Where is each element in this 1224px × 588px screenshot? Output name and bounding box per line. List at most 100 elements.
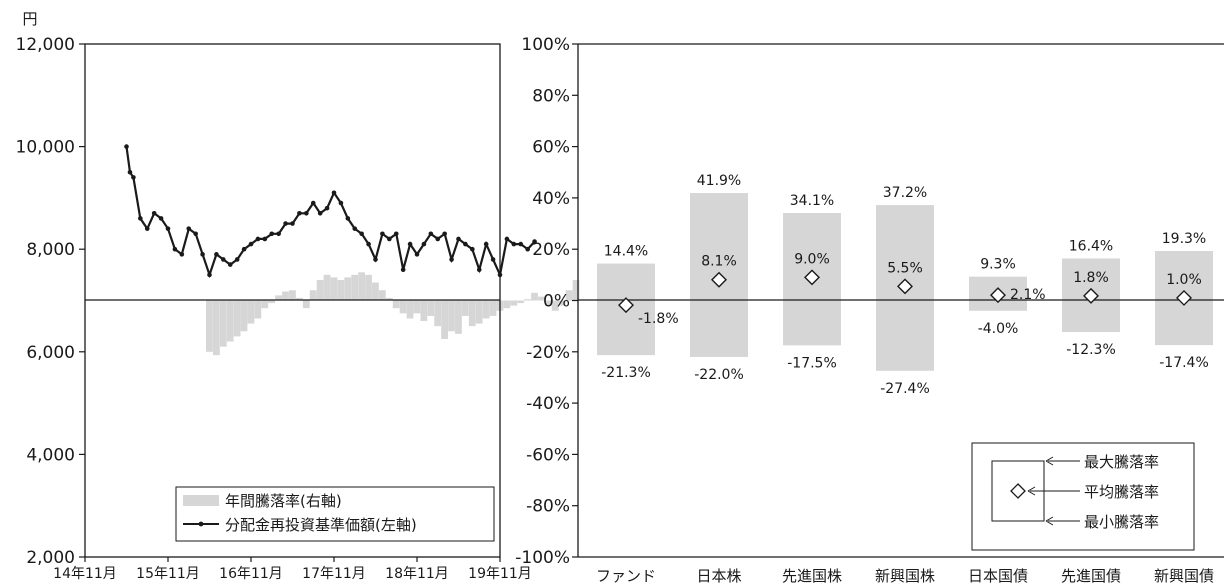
nav-point	[470, 246, 475, 252]
max-label: 41.9%	[697, 173, 741, 189]
nav-point	[352, 226, 358, 231]
left-unit-label: 円	[22, 10, 37, 28]
category-label: 新興国債	[1154, 567, 1214, 585]
nav-point	[476, 267, 482, 273]
nav-point	[504, 236, 510, 242]
nav-point	[151, 210, 157, 216]
nav-point	[414, 252, 420, 257]
left-x-tick-label: 14年11月	[53, 566, 117, 582]
return-bar	[551, 300, 559, 311]
return-bar	[282, 291, 289, 301]
left-y-axis: 12,000 10,000 8,000 6,000 4,000 2,000	[16, 35, 85, 568]
return-bar	[219, 300, 227, 347]
nav-point	[186, 226, 192, 231]
return-bar	[413, 300, 421, 314]
min-label: -22.0%	[694, 367, 744, 383]
return-bar	[427, 300, 435, 316]
nav-point	[393, 231, 399, 237]
legend-line-marker	[198, 521, 204, 527]
nav-point	[387, 236, 392, 242]
return-bar	[510, 300, 518, 306]
nav-point	[158, 216, 164, 221]
nav-point	[518, 241, 524, 247]
legend-max-arrowhead	[1045, 456, 1054, 466]
nav-point	[138, 216, 143, 221]
avg-diamond-icon	[804, 269, 820, 286]
avg-label: 5.5%	[887, 260, 923, 276]
min-label: -27.4%	[880, 381, 930, 397]
min-label: -21.3%	[601, 365, 651, 381]
return-bar	[448, 300, 455, 332]
avg-label: 8.1%	[701, 254, 737, 270]
right-y-tick-label: 80%	[532, 86, 570, 106]
avg-markers	[618, 269, 1192, 314]
return-bar	[316, 279, 324, 301]
nav-point	[421, 241, 427, 247]
return-bar	[461, 300, 469, 316]
return-bar	[233, 300, 241, 337]
legend-diamond-icon	[1010, 483, 1026, 499]
max-label: 37.2%	[883, 185, 927, 201]
category-label: 先進国債	[1061, 567, 1121, 585]
min-label: -12.3%	[1066, 342, 1116, 358]
avg-diamond-icon	[711, 271, 727, 288]
right-y-tick-label: 40%	[532, 189, 570, 209]
return-bar	[261, 300, 269, 309]
left-legend: 年間騰落率(右軸) 分配金再投資基準価額(左軸)	[175, 486, 495, 542]
left-legend-frame	[175, 486, 495, 542]
avg-label: -1.8%	[638, 311, 679, 327]
left-y-tick-label: 6,000	[26, 343, 75, 363]
nav-point	[456, 236, 461, 242]
nav-point	[435, 236, 441, 242]
min-label: -4.0%	[978, 321, 1019, 337]
right-x-axis: ファンド 日本株 先進国株 新興国株 日本国債 先進国債 新興国債	[596, 567, 1214, 585]
return-bar	[489, 300, 497, 316]
nav-point	[283, 221, 288, 226]
legend-min-arrowhead	[1045, 516, 1054, 526]
category-label: 新興国株	[875, 567, 935, 585]
legend-max-label: 最大騰落率	[1084, 453, 1159, 471]
return-bar	[344, 277, 352, 301]
return-bar	[392, 300, 400, 309]
max-label: 9.3%	[980, 257, 1016, 273]
nav-point	[227, 262, 233, 267]
right-y-tick-label: -60%	[526, 445, 570, 465]
nav-point	[304, 210, 309, 216]
return-bar	[254, 300, 262, 319]
nav-point	[172, 246, 178, 252]
left-y-tick-label: 8,000	[26, 240, 75, 260]
nav-point	[532, 239, 537, 244]
nav-point	[214, 252, 219, 257]
nav-point	[497, 272, 503, 278]
right-y-tick-label: 60%	[532, 138, 570, 158]
legend-avg-label: 平均騰落率	[1084, 483, 1159, 501]
return-bar	[330, 277, 338, 301]
nav-point	[269, 231, 275, 237]
return-bar	[212, 300, 220, 356]
nav-point	[193, 231, 198, 237]
nav-point	[317, 210, 323, 216]
nav-point	[297, 210, 302, 216]
nav-point	[366, 241, 371, 247]
left-y-tick-label: 2,000	[26, 548, 75, 568]
right-legend-frame	[971, 442, 1195, 551]
nav-point	[407, 241, 413, 247]
return-bar	[406, 300, 414, 319]
max-label: 19.3%	[1162, 231, 1206, 247]
nav-point	[442, 231, 447, 237]
left-y-tick-label: 10,000	[16, 138, 75, 158]
nav-markers	[124, 144, 537, 278]
legend-avg-arrowhead	[1027, 486, 1036, 496]
max-label: 34.1%	[790, 193, 834, 209]
avg-label: 1.0%	[1166, 272, 1202, 288]
right-y-axis: 100% 80% 60% 40% 20% 0% -20% -40% -60% -80% -100%	[515, 35, 578, 568]
nav-point	[248, 241, 254, 247]
return-bar	[524, 299, 531, 301]
nav-point	[428, 231, 434, 237]
return-bar	[434, 300, 442, 327]
return-bar	[351, 274, 359, 301]
return-bar	[565, 290, 573, 301]
avg-diamond-icon	[1083, 287, 1099, 304]
max-label: 16.4%	[1069, 238, 1113, 254]
category-label: ファンド	[596, 567, 656, 585]
